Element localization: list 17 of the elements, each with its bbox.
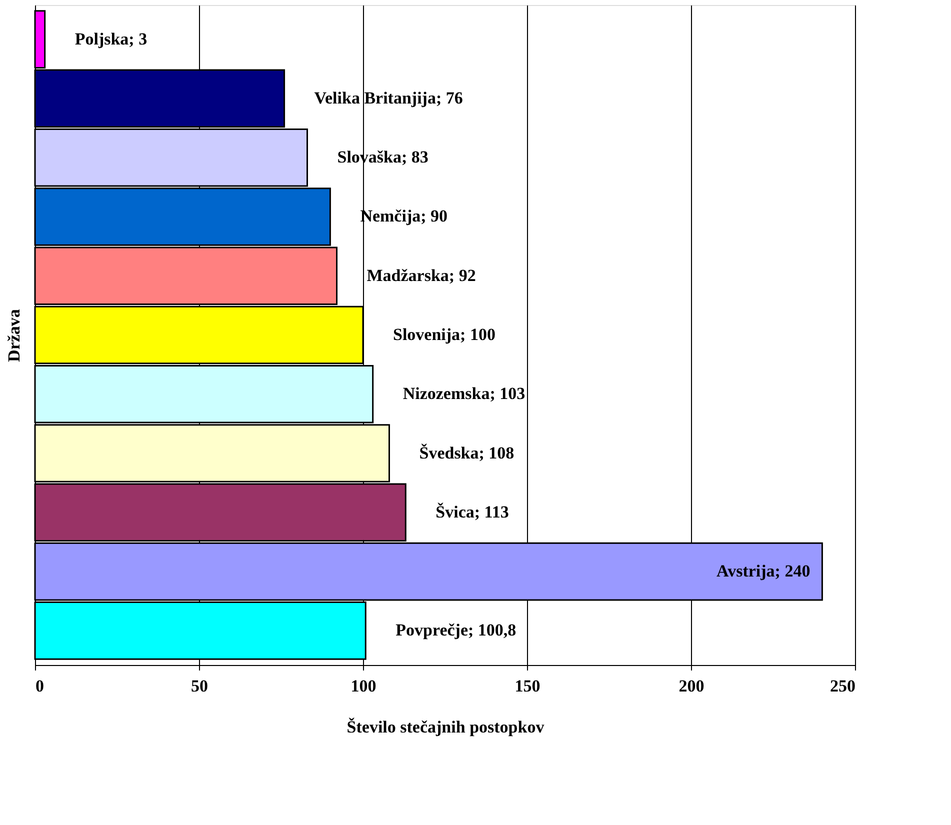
x-tick-label: 200 — [678, 676, 704, 696]
x-tick-label: 150 — [514, 676, 540, 696]
data-label: Poljska; 3 — [74, 29, 148, 48]
data-label: Slovenija; 100 — [393, 325, 496, 344]
data-label: Povprečje; 100,8 — [396, 620, 516, 640]
x-tick-label: 50 — [191, 676, 208, 696]
x-tick-label: 250 — [830, 676, 856, 696]
data-label: Švica; 113 — [436, 502, 509, 522]
x-tick-label: 100 — [350, 676, 376, 696]
x-axis-title: Število stečajnih postopkov — [346, 718, 545, 736]
data-label: Velika Britanjija; 76 — [314, 88, 463, 108]
y-axis-title: Država — [4, 308, 24, 362]
data-label: Nizozemska; 103 — [402, 384, 526, 404]
data-label: Švedska; 108 — [419, 443, 514, 462]
data-label: Madžarska; 92 — [366, 266, 476, 285]
data-label: Avstrija; 240 — [716, 562, 810, 581]
x-tick-label: 0 — [36, 676, 44, 696]
